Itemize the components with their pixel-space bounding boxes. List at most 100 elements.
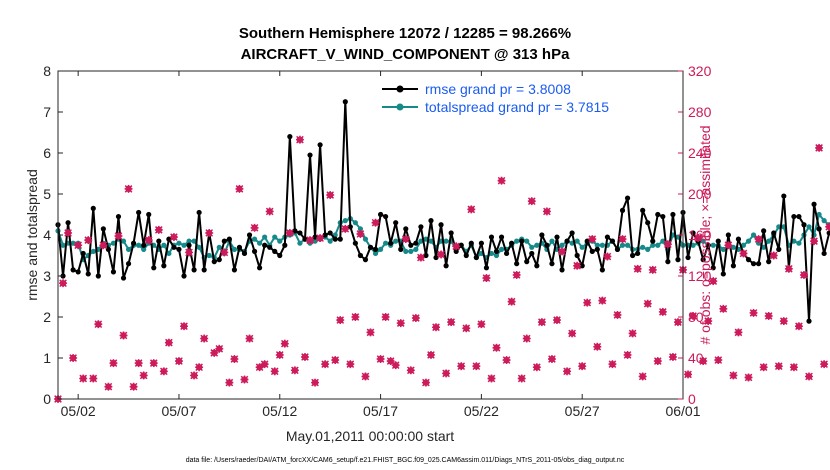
obs-assimilated-marker [558, 247, 566, 256]
rmse-point [816, 226, 822, 232]
totalspread-point [272, 234, 278, 240]
totalspread-point [352, 220, 358, 226]
rmse-point [635, 250, 641, 257]
rmse-point [720, 271, 726, 277]
rmse-point [599, 267, 605, 273]
totalspread-point [181, 242, 187, 248]
obs-assimilated-marker [668, 353, 677, 361]
obs-assimilated-marker [64, 228, 73, 237]
obs-assimilated-marker [684, 370, 693, 379]
rmse-point [362, 257, 369, 263]
rmse-point [161, 263, 167, 269]
obs-assimilated-marker [285, 228, 294, 237]
rmse-point [730, 263, 737, 269]
obs-assimilated-marker [457, 362, 466, 371]
plot-area [58, 71, 683, 399]
rmse-point [337, 236, 343, 242]
obs-assimilated-marker [164, 338, 173, 347]
obs-assimilated-marker [185, 248, 194, 257]
obs-assimilated-marker [79, 374, 88, 383]
rmse-point [141, 242, 147, 248]
obs-assimilated-marker [608, 360, 617, 369]
rmse-point [771, 230, 777, 236]
y-right-tick-label: 120 [688, 268, 712, 284]
x-axis-ticks: 05/02 05/07 05/12 05/17 05/22 05/27 06/01 [61, 71, 701, 419]
totalspread-point [357, 226, 364, 232]
obs-assimilated-marker [447, 318, 456, 327]
y-left-tick-label: 0 [43, 391, 51, 407]
obs-assimilated-marker [492, 343, 501, 352]
y-right-tick-label: 240 [688, 145, 712, 161]
rmse-series [55, 99, 830, 324]
obs-assimilated-marker [442, 369, 451, 378]
chart-title-line1: Southern Hemisphere 12072 / 12285 = 98.2… [239, 25, 571, 42]
rmse-point [685, 254, 691, 261]
totalspread-point [700, 238, 706, 244]
obs-assimilated-marker [114, 232, 123, 240]
totalspread-point [262, 234, 268, 240]
x-tick-label: 05/22 [464, 403, 499, 419]
obs-assimilated-marker [134, 359, 143, 368]
obs-assimilated-marker [452, 242, 461, 251]
totalspread-point [161, 242, 167, 248]
totalspread-point [493, 252, 500, 259]
rmse-point [735, 236, 742, 242]
obs-count-series [54, 135, 830, 403]
rmse-point [574, 252, 580, 259]
obs-assimilated-marker [598, 296, 607, 305]
obs-assimilated-marker [699, 357, 708, 366]
rmse-point [559, 267, 565, 273]
obs-assimilated-marker [754, 235, 763, 244]
y-right-tick-label: 200 [688, 186, 712, 202]
obs-assimilated-marker [432, 323, 440, 332]
rmse-point [524, 259, 530, 265]
rmse-point [332, 236, 338, 242]
obs-assimilated-marker [94, 320, 103, 329]
obs-assimilated-marker [144, 236, 153, 245]
obs-assimilated-marker [361, 372, 370, 381]
obs-assimilated-marker [800, 271, 808, 279]
obs-assimilated-marker [603, 252, 612, 261]
y-left-tick-label: 7 [43, 104, 51, 120]
rmse-point [579, 263, 585, 269]
obs-assimilated-marker [427, 350, 435, 359]
obs-assimilated-marker [648, 265, 657, 274]
totalspread-point [362, 236, 369, 242]
obs-assimilated-marker [104, 382, 113, 391]
obs-assimilated-marker [336, 316, 345, 325]
rmse-point [514, 261, 520, 267]
y-left-tick-label: 2 [43, 309, 51, 325]
rmse-point [801, 222, 807, 228]
obs-assimilated-marker [290, 366, 299, 375]
rmse-point [705, 242, 711, 248]
obs-assimilated-marker [411, 314, 420, 322]
rmse-point [131, 240, 137, 246]
obs-assimilated-marker [401, 235, 410, 244]
obs-assimilated-marker [109, 359, 118, 368]
rmse-point [594, 246, 600, 252]
rmse-point [428, 218, 434, 224]
rmse-point [272, 248, 278, 254]
rmse-point [110, 269, 117, 275]
rmse-point [438, 222, 444, 228]
obs-assimilated-marker [331, 356, 340, 365]
rmse-point [826, 230, 830, 236]
obs-assimilated-marker [618, 235, 627, 244]
obs-assimilated-marker [532, 363, 541, 372]
rmse-point [725, 232, 731, 238]
rmse-point [347, 224, 353, 230]
obs-assimilated-marker [260, 360, 269, 369]
obs-assimilated-marker [406, 366, 415, 375]
totalspread-point [650, 242, 656, 248]
obs-assimilated-marker [477, 320, 486, 329]
obs-assimilated-marker [321, 360, 330, 369]
obs-assimilated-marker [437, 250, 446, 259]
rmse-point [322, 232, 328, 238]
totalspread-point [403, 248, 409, 254]
totalspread-point [196, 244, 202, 250]
totalspread-point [599, 242, 605, 248]
rmse-point [246, 232, 253, 238]
y-axis-right-label: # of obs: o=possible; ×=assimilated [697, 125, 713, 344]
totalspread-point [524, 238, 530, 244]
